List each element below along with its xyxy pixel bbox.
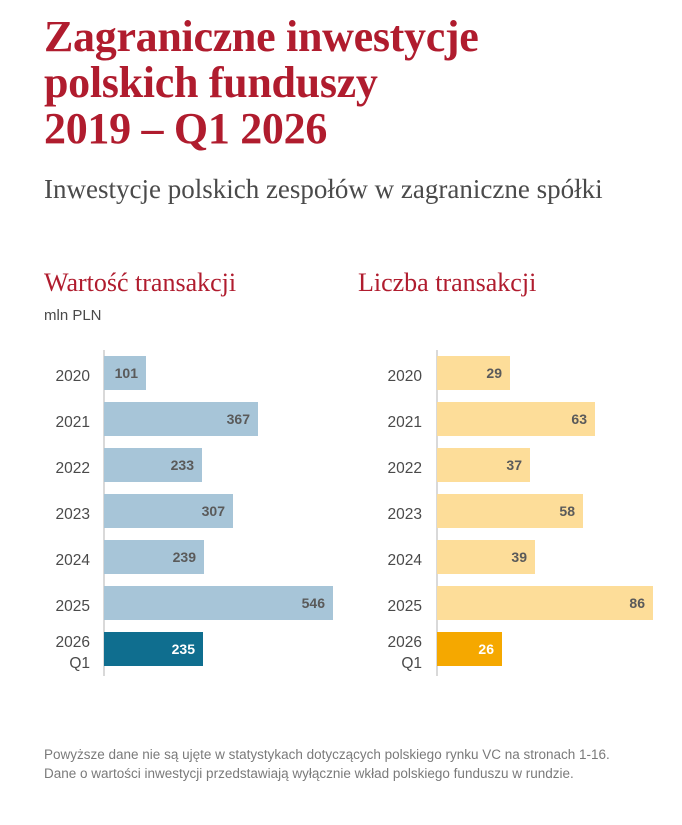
category-label-line: 2020 — [55, 368, 90, 385]
title-line: polskich funduszy — [44, 58, 378, 107]
data-label: 235 — [171, 641, 195, 657]
category-label: 2020 — [362, 366, 422, 387]
data-label: 101 — [114, 365, 138, 381]
category-label: 2024 — [362, 550, 422, 571]
category-label-line: 2025 — [387, 598, 422, 615]
bar: 235 — [104, 632, 203, 666]
category-label-line: 2021 — [55, 414, 90, 431]
value-chart-unit: mln PLN — [44, 307, 102, 324]
page-title: Zagraniczne inwestycje polskich funduszy… — [44, 14, 479, 152]
bar: 29 — [437, 356, 510, 390]
bar: 86 — [437, 586, 653, 620]
data-label: 58 — [559, 503, 575, 519]
data-label: 239 — [172, 549, 196, 565]
data-label: 39 — [511, 549, 527, 565]
bar: 26 — [437, 632, 502, 666]
data-label: 63 — [571, 411, 587, 427]
page-subtitle: Inwestycje polskich zespołów w zagranicz… — [44, 174, 603, 204]
data-label: 26 — [478, 641, 494, 657]
bar: 63 — [437, 402, 595, 436]
bar: 233 — [104, 448, 202, 482]
data-label: 367 — [226, 411, 250, 427]
category-label-line: 2024 — [55, 552, 90, 569]
category-label-line: 2022 — [55, 460, 90, 477]
data-label: 233 — [170, 457, 194, 473]
bar: 367 — [104, 402, 258, 436]
category-label: 2021 — [30, 412, 90, 433]
category-label: 2026 Q1 — [362, 632, 422, 674]
bar: 37 — [437, 448, 530, 482]
data-label: 307 — [201, 503, 225, 519]
category-label: 2025 — [30, 596, 90, 617]
category-label-line: 2026 — [387, 634, 422, 651]
category-label-line: 2022 — [387, 460, 422, 477]
category-label: 2023 — [30, 504, 90, 525]
category-label: 2021 — [362, 412, 422, 433]
data-label: 29 — [486, 365, 502, 381]
category-label: 2022 — [362, 458, 422, 479]
category-label-line: 2020 — [387, 368, 422, 385]
category-label: 2026 Q1 — [30, 632, 90, 674]
category-label-line: 2024 — [387, 552, 422, 569]
bar: 39 — [437, 540, 535, 574]
category-label-line: 2023 — [55, 506, 90, 523]
bar: 101 — [104, 356, 146, 390]
data-label: 86 — [629, 595, 645, 611]
title-line: 2019 – Q1 2026 — [44, 104, 328, 153]
bar: 58 — [437, 494, 583, 528]
value-chart-title: Wartość transakcji — [44, 268, 237, 297]
category-label: 2020 — [30, 366, 90, 387]
category-label: 2022 — [30, 458, 90, 479]
category-label-line: 2025 — [55, 598, 90, 615]
footnote: Powyższe dane nie są ujęte w statystykac… — [44, 747, 610, 781]
category-label-line: Q1 — [69, 655, 90, 672]
data-label: 37 — [506, 457, 522, 473]
category-label-line: 2026 — [55, 634, 90, 651]
bar: 239 — [104, 540, 204, 574]
category-label: 2023 — [362, 504, 422, 525]
bar: 307 — [104, 494, 233, 528]
bar: 546 — [104, 586, 333, 620]
category-label-line: 2021 — [387, 414, 422, 431]
title-line: Zagraniczne inwestycje — [44, 12, 479, 61]
count-chart-title: Liczba transakcji — [358, 268, 537, 297]
data-label: 546 — [301, 595, 325, 611]
category-label: 2025 — [362, 596, 422, 617]
category-label-line: 2023 — [387, 506, 422, 523]
category-label-line: Q1 — [401, 655, 422, 672]
category-label: 2024 — [30, 550, 90, 571]
